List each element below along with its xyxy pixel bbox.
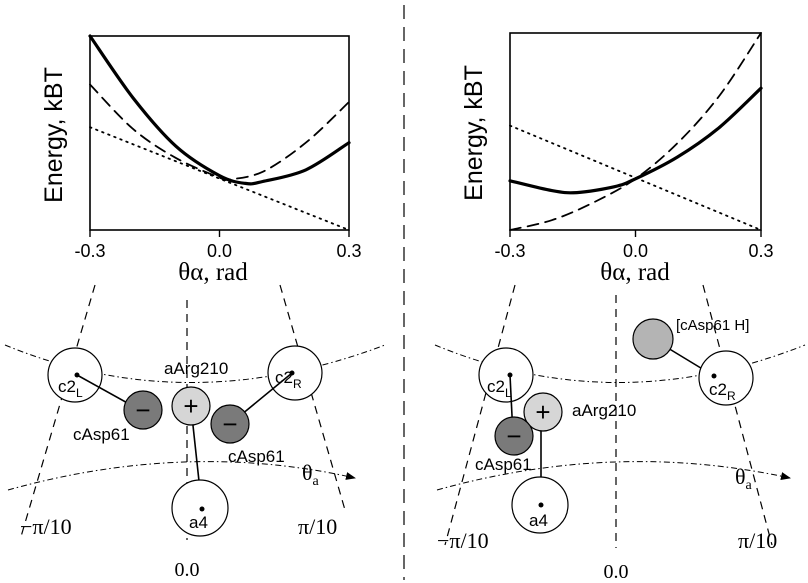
c2L-anchor-dot — [74, 372, 80, 378]
a4-label: a4 — [529, 511, 548, 530]
cAsp61-right-label: cAsp61 — [228, 447, 285, 466]
plot-frame — [509, 32, 762, 231]
protonated-label: [cAsp61 H] — [676, 317, 749, 334]
x-axis-label: θα, rad — [178, 259, 248, 286]
c2L-ring — [478, 347, 534, 403]
a4-anchor-dot — [538, 502, 544, 508]
series-line-dashed — [509, 32, 762, 231]
c2R-label: c2R — [275, 368, 302, 391]
radial-line-neg — [444, 284, 516, 546]
cAsp61-sphere — [494, 416, 534, 456]
plot-frame — [89, 35, 350, 231]
c2R-anchor-dot — [711, 373, 717, 379]
series-line-dotted — [509, 124, 762, 231]
pos-angle-label: π/10 — [298, 514, 337, 539]
aArg210-charge: + — [183, 391, 198, 421]
cAsp61-left-charge: − — [135, 395, 150, 425]
x-tick-label: -0.3 — [494, 241, 525, 261]
series-line-solid-thick — [508, 86, 763, 195]
theta-label: θa — [735, 464, 753, 493]
mechanism-diagram-left: c2L − cAsp61 a4 + aArg210 c2R − cAsp61 θ… — [4, 284, 386, 581]
cAsp61-label: cAsp61 — [475, 455, 532, 474]
cAsp61-charge: − — [506, 421, 521, 451]
x-tick-label: 0.3 — [748, 241, 773, 261]
x-tick-label: 0.0 — [207, 241, 232, 261]
cAsp61-left-sphere — [123, 390, 163, 430]
arc-track-upper — [4, 344, 386, 383]
zero-angle-label: 0.0 — [604, 561, 629, 583]
zero-angle-label: 0.0 — [175, 559, 200, 581]
x-tick-label: 0.0 — [623, 241, 648, 261]
series-line-solid-thick — [88, 34, 351, 186]
energy-chart-right: -0.3 0.0 0.3 θα, rad Energy, kBT — [460, 32, 774, 286]
arc-track-lower — [7, 461, 356, 491]
a4-label: a4 — [189, 513, 208, 532]
x-tick-label: 0.3 — [336, 241, 361, 261]
x-tick-label: -0.3 — [74, 241, 105, 261]
arc-track-lower — [436, 461, 791, 491]
cAsp61-right-sphere — [210, 404, 250, 444]
c2L-anchor-dot — [507, 372, 513, 378]
c2L-label: c2L — [58, 377, 83, 400]
series-line-dotted — [89, 126, 350, 231]
neg-angle-label: −π/10 — [20, 514, 72, 539]
radial-line-pos — [702, 284, 773, 546]
cAsp61-right-charge: − — [222, 409, 237, 439]
a4-anchor-dot — [199, 506, 205, 512]
neg-angle-label: −π/10 — [437, 528, 489, 553]
protonated-sphere — [632, 318, 674, 360]
energy-chart-left: -0.3 0.0 0.3 θα, rad Energy, kBT — [40, 34, 362, 286]
aArg210-label: aArg210 — [164, 359, 228, 378]
x-axis-label: θα, rad — [600, 259, 670, 286]
y-axis-label: Energy, kBT — [460, 65, 488, 201]
aArg210-sphere — [171, 386, 211, 426]
arc-track-upper — [434, 344, 806, 383]
c2L-label: c2L — [487, 377, 512, 400]
y-axis-label: Energy, kBT — [40, 67, 68, 203]
c2R-label: c2R — [709, 380, 736, 403]
radial-line-pos — [279, 284, 346, 511]
c2R-ring — [267, 345, 323, 401]
pos-angle-label: π/10 — [738, 528, 777, 553]
c2R-ring — [698, 350, 754, 406]
radial-line-neg — [19, 284, 96, 541]
cAsp61-left-label: cAsp61 — [73, 425, 130, 444]
mechanism-diagram-right: [cAsp61 H] c2R c2L a4 + aArg210 − cAsp61… — [434, 284, 806, 583]
aArg210-sphere — [523, 392, 563, 432]
aArg210-label: aArg210 — [572, 401, 636, 420]
aArg210-charge: + — [535, 397, 550, 427]
c2R-anchor-dot — [289, 370, 295, 376]
theta-label: θa — [302, 460, 320, 489]
